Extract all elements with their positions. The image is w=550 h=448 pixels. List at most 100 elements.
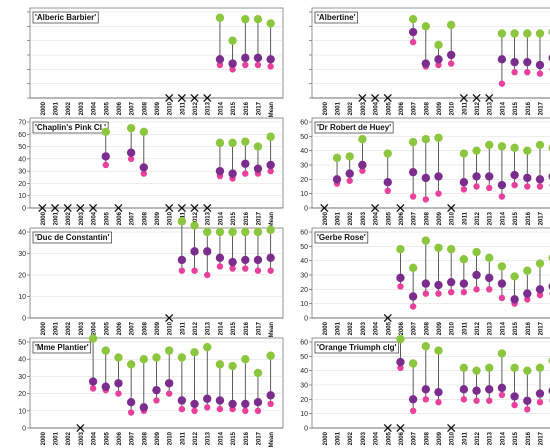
mid-point (203, 394, 212, 403)
low-point (89, 385, 97, 392)
y-tick-label: 20 (300, 397, 308, 404)
top-point (408, 359, 418, 368)
missing-marker-stroke (472, 93, 481, 103)
mid-point (523, 396, 532, 405)
top-point (472, 366, 481, 375)
top-point (523, 366, 532, 375)
x-tick-label: 2015 (231, 211, 237, 225)
low-point (409, 407, 417, 414)
x-tick-label: 2011 (462, 321, 468, 335)
top-point (446, 20, 456, 30)
missing-marker-stroke (485, 93, 494, 103)
mid-point (523, 173, 532, 183)
missing-marker-stroke (371, 93, 380, 103)
y-tick-label: 40 (18, 156, 26, 163)
low-point (422, 396, 430, 403)
missing-marker-stroke (371, 203, 380, 213)
mid-point (88, 377, 98, 386)
y-tick-label: 10 (18, 294, 26, 301)
mid-point (434, 55, 443, 64)
low-point (511, 401, 518, 409)
low-point (216, 405, 224, 413)
y-tick-label: 10 (300, 301, 308, 308)
missing-marker-stroke (63, 203, 72, 213)
top-point (152, 353, 161, 362)
top-point (215, 13, 225, 22)
x-tick-label: 2016 (526, 211, 532, 225)
x-tick-label: 2006 (399, 321, 405, 335)
mid-point (421, 385, 431, 394)
x-tick-label: 2010 (450, 101, 456, 115)
x-tick-label: 2001 (54, 211, 60, 225)
x-tick-label: 2014 (500, 321, 506, 335)
missing-marker-stroke (76, 203, 85, 213)
mid-point (510, 295, 519, 304)
x-tick-label: 2012 (475, 211, 481, 225)
x-tick-label: 2007 (412, 431, 418, 445)
y-tick-label: 60 (300, 340, 308, 347)
x-tick-label: 2012 (193, 431, 199, 445)
mid-point (497, 383, 507, 393)
missing-marker (38, 203, 47, 213)
mid-point (266, 55, 275, 64)
mid-point (203, 247, 212, 256)
x-tick-label: 2005 (104, 321, 110, 335)
mid-point (408, 292, 418, 301)
x-tick-label: 2016 (244, 101, 250, 115)
mid-point (535, 60, 545, 70)
x-tick-label: 2003 (79, 431, 85, 445)
missing-marker (358, 93, 367, 103)
mid-point (497, 180, 507, 190)
mid-point (472, 172, 481, 181)
low-point (498, 391, 506, 399)
mid-point (408, 167, 418, 177)
low-point (473, 286, 480, 293)
x-tick-label: 2000 (41, 101, 47, 115)
mid-point (421, 59, 431, 68)
mid-point (190, 399, 199, 409)
mid-point (215, 55, 225, 64)
chart-panel: 'Albertine' 2000 2001 2002 2003 2004 2005 2006 2… (309, 7, 550, 115)
x-tick-label: 2004 (374, 321, 380, 335)
x-tick-label: 2004 (92, 211, 98, 225)
y-tick-label: 40 (300, 368, 308, 375)
x-tick-label: 2004 (92, 431, 98, 445)
chart-title: 'Mme Plantier' (35, 343, 89, 352)
low-point (267, 267, 274, 274)
x-tick-label: 2011 (180, 431, 186, 445)
low-point (498, 80, 506, 87)
x-tick-label: 2005 (104, 211, 110, 225)
x-tick-label: 2017 (256, 321, 262, 335)
y-tick-label: 20 (18, 391, 26, 398)
chart-title: 'Chaplin's Pink Cl.' (35, 123, 106, 132)
y-tick-label: 10 (18, 193, 26, 200)
x-tick-label: 2000 (323, 211, 329, 225)
chart-title-box (314, 341, 399, 354)
mid-point (345, 169, 354, 178)
x-tick-label: 2001 (336, 101, 342, 115)
top-point (228, 36, 237, 45)
mid-point (434, 280, 443, 290)
low-point (254, 407, 262, 414)
low-point (115, 390, 122, 397)
mid-point (139, 403, 149, 412)
top-point (190, 221, 199, 230)
x-tick-label: 2015 (513, 431, 519, 445)
x-tick-label: 2012 (475, 101, 481, 115)
mid-point (510, 392, 519, 401)
top-point (510, 29, 519, 38)
missing-marker-stroke (320, 203, 329, 213)
top-point (266, 225, 275, 235)
missing-marker-stroke (190, 203, 199, 213)
mid-point (408, 395, 418, 404)
y-tick-label: 0 (304, 206, 308, 213)
missing-marker (371, 93, 380, 103)
mid-point (421, 173, 431, 183)
mid-point (396, 357, 405, 367)
y-tick-label: 30 (18, 169, 26, 176)
mid-point (228, 59, 237, 68)
x-tick-label: 2004 (374, 431, 380, 445)
missing-marker-stroke (396, 203, 405, 213)
x-tick-label: 2001 (336, 431, 342, 445)
low-point (536, 183, 544, 190)
